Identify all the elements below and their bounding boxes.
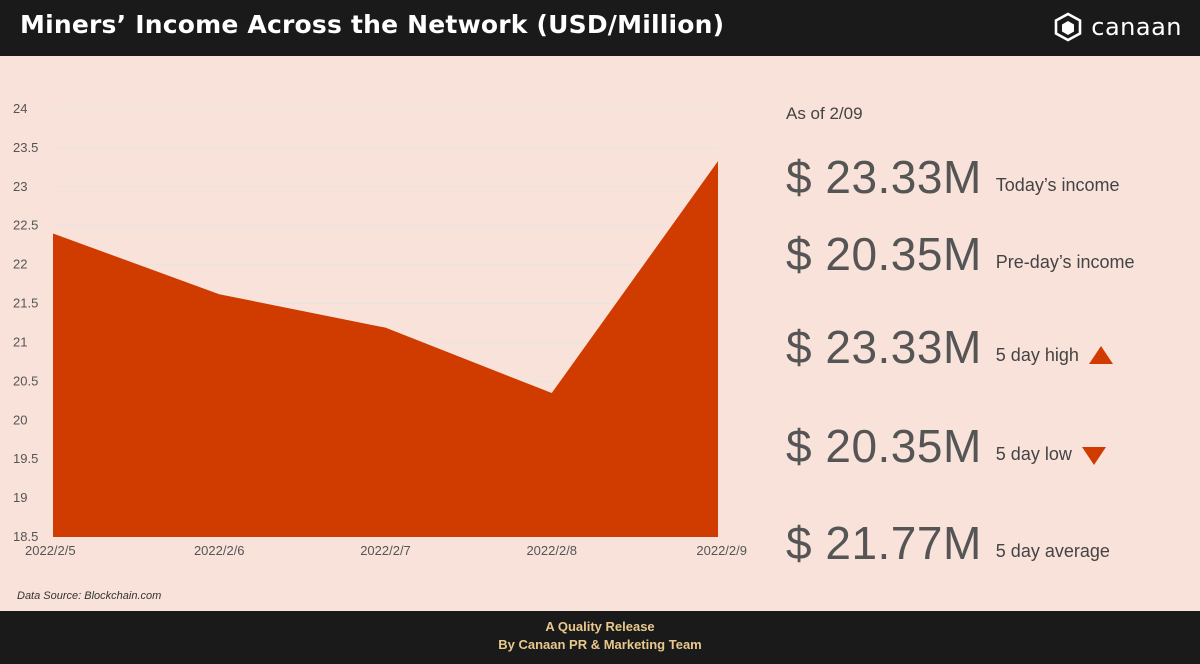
logo-text: canaan — [1091, 13, 1182, 41]
canaan-logo: canaan — [1053, 12, 1182, 42]
x-tick-label: 2022/2/8 — [526, 543, 577, 558]
triangle-down-icon — [1081, 447, 1106, 465]
stat-label: 5 day high — [995, 345, 1079, 365]
y-tick-label: 21 — [13, 334, 27, 349]
y-axis-ticks: 18.5 19 19.5 20 20.5 21 21.5 22 22.5 23 23.5 24 — [13, 101, 38, 544]
x-axis-ticks: 2022/2/5 2022/2/6 2022/2/7 2022/2/8 2022/2/9 — [25, 543, 747, 558]
stat-label: Pre-day’s income — [995, 252, 1135, 272]
stat-5day-high: $ 23.33M 5 day high — [786, 324, 1113, 370]
y-tick-label: 22.5 — [13, 218, 38, 233]
y-tick-label: 19.5 — [13, 451, 38, 466]
stat-5day-average: $ 21.77M 5 day average — [786, 520, 1110, 566]
footer-line-2: By Canaan PR & Marketing Team — [498, 637, 702, 652]
stat-label: 5 day average — [995, 541, 1110, 561]
stat-today-income: $ 23.33M Today’s income — [786, 154, 1120, 200]
canaan-logo-icon — [1054, 12, 1082, 42]
stat-preday-income: $ 20.35M Pre-day’s income — [786, 231, 1135, 277]
stat-label: Today’s income — [995, 175, 1120, 195]
page-title: Miners’ Income Across the Network (USD/M… — [20, 10, 725, 39]
area-fill — [53, 161, 718, 537]
stat-value: $ 23.33M — [786, 151, 982, 203]
area-series — [52, 161, 719, 537]
x-tick-label: 2022/2/9 — [696, 543, 747, 558]
x-tick-label: 2022/2/6 — [194, 543, 245, 558]
stat-value: $ 21.77M — [786, 517, 982, 569]
area-chart: 18.5 19 19.5 20 20.5 21 21.5 22 22.5 23 23.5 24 202… — [13, 101, 747, 558]
stat-5day-low: $ 20.35M 5 day low — [786, 423, 1106, 469]
stat-value: $ 23.33M — [786, 321, 982, 373]
y-tick-label: 18.5 — [13, 529, 38, 544]
data-source-note: Data Source: Blockchain.com — [17, 590, 162, 602]
y-tick-label: 23 — [13, 179, 27, 194]
y-tick-label: 20.5 — [13, 373, 38, 388]
x-tick-label: 2022/2/7 — [360, 543, 411, 558]
stat-label: 5 day low — [995, 444, 1072, 464]
stat-value: $ 20.35M — [786, 420, 982, 472]
x-tick-label: 2022/2/5 — [25, 543, 76, 558]
footer-bar: A Quality Release By Canaan PR & Marketi… — [0, 611, 1200, 664]
y-tick-label: 21.5 — [13, 296, 38, 311]
y-tick-label: 19 — [13, 490, 27, 505]
triangle-up-icon — [1088, 346, 1113, 364]
stat-value: $ 20.35M — [786, 228, 982, 280]
header-bar: Miners’ Income Across the Network (USD/M… — [0, 0, 1200, 56]
y-tick-label: 24 — [13, 101, 27, 116]
y-tick-label: 23.5 — [13, 140, 38, 155]
y-tick-label: 22 — [13, 257, 27, 272]
footer-line-1: A Quality Release — [545, 619, 655, 634]
as-of-date: As of 2/09 — [786, 104, 863, 123]
y-tick-label: 20 — [13, 412, 27, 427]
